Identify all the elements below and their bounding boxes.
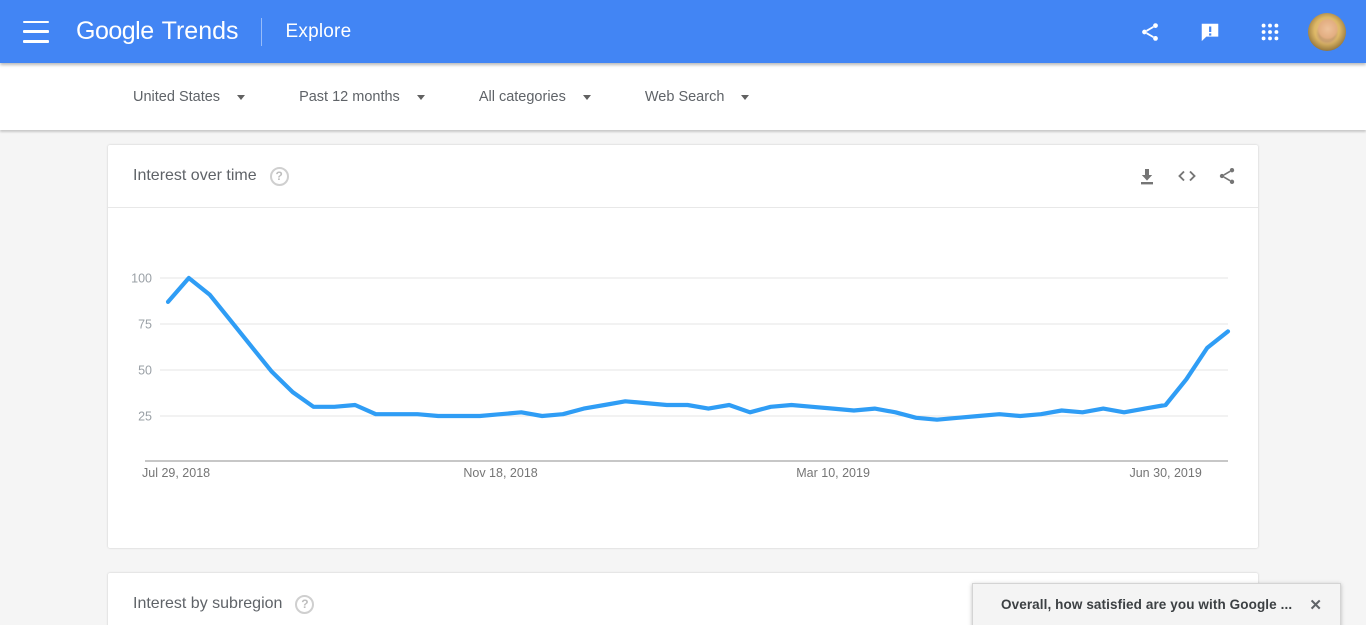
filter-search-type[interactable]: Web Search — [645, 89, 750, 105]
svg-text:Nov 18, 2018: Nov 18, 2018 — [463, 466, 537, 480]
nav-explore[interactable]: Explore — [285, 20, 352, 42]
filter-bar: United States Past 12 months All categor… — [0, 63, 1366, 130]
close-icon[interactable]: ✕ — [1309, 597, 1322, 614]
chart-area: 25 50 75 100 Jul 29, 2018 Nov 18, 2018 Mar 10,… — [108, 208, 1258, 490]
app-header: Google Trends Explore — [0, 0, 1366, 63]
card-title: Interest over time — [133, 167, 257, 184]
filter-region[interactable]: United States — [133, 88, 246, 105]
survey-toast: Overall, how satisfied are you with Goog… — [972, 583, 1341, 625]
google-trends-logo[interactable]: Google Trends — [76, 17, 239, 46]
filter-time-range-label: Past 12 months — [299, 88, 400, 105]
filter-category-label: All categories — [478, 88, 566, 105]
logo-trends-text: Trends — [161, 17, 239, 45]
main-content: Interest over time ? — [0, 130, 1366, 625]
svg-text:75: 75 — [138, 318, 152, 332]
interest-over-time-header: Interest over time ? — [108, 145, 1258, 207]
share-icon[interactable] — [1138, 20, 1162, 44]
apps-grid-icon[interactable] — [1258, 20, 1282, 44]
help-icon[interactable]: ? — [269, 166, 289, 186]
hamburger-menu-icon[interactable] — [23, 20, 49, 43]
survey-toast-message: Overall, how satisfied are you with Goog… — [1001, 597, 1293, 612]
filter-region-label: United States — [133, 88, 221, 105]
filter-search-type-label: Web Search — [644, 88, 725, 105]
logo-google-text: Google — [76, 17, 154, 45]
chevron-down-icon — [582, 95, 591, 100]
chevron-down-icon — [237, 95, 246, 100]
feedback-icon[interactable] — [1198, 20, 1222, 44]
download-icon[interactable] — [1136, 165, 1158, 187]
card-actions — [1118, 165, 1238, 187]
header-divider — [260, 17, 262, 46]
filter-category[interactable]: All categories — [479, 89, 591, 105]
interest-by-subregion-header: Interest by subregion ? — [108, 573, 1258, 625]
user-avatar[interactable] — [1308, 12, 1346, 51]
interest-over-time-card: Interest over time ? — [108, 145, 1258, 548]
filter-time-range[interactable]: Past 12 months — [299, 89, 425, 105]
svg-text:Jul 29, 2018: Jul 29, 2018 — [142, 466, 210, 480]
interest-line-chart[interactable]: 25 50 75 100 Jul 29, 2018 Nov 18, 2018 Mar 10,… — [108, 240, 1258, 490]
help-icon[interactable]: ? — [295, 594, 315, 614]
header-actions — [1102, 12, 1346, 51]
chevron-down-icon — [741, 95, 750, 100]
chevron-down-icon — [416, 95, 425, 100]
embed-icon[interactable] — [1176, 165, 1198, 187]
svg-text:50: 50 — [138, 364, 152, 378]
card-header-divider — [108, 207, 1258, 208]
svg-text:25: 25 — [138, 410, 152, 424]
svg-text:Jun 30, 2019: Jun 30, 2019 — [1129, 466, 1201, 480]
share-icon[interactable] — [1216, 165, 1238, 187]
svg-text:100: 100 — [131, 272, 152, 286]
svg-text:Mar 10, 2019: Mar 10, 2019 — [796, 466, 870, 480]
card-title: Interest by subregion — [133, 595, 283, 612]
